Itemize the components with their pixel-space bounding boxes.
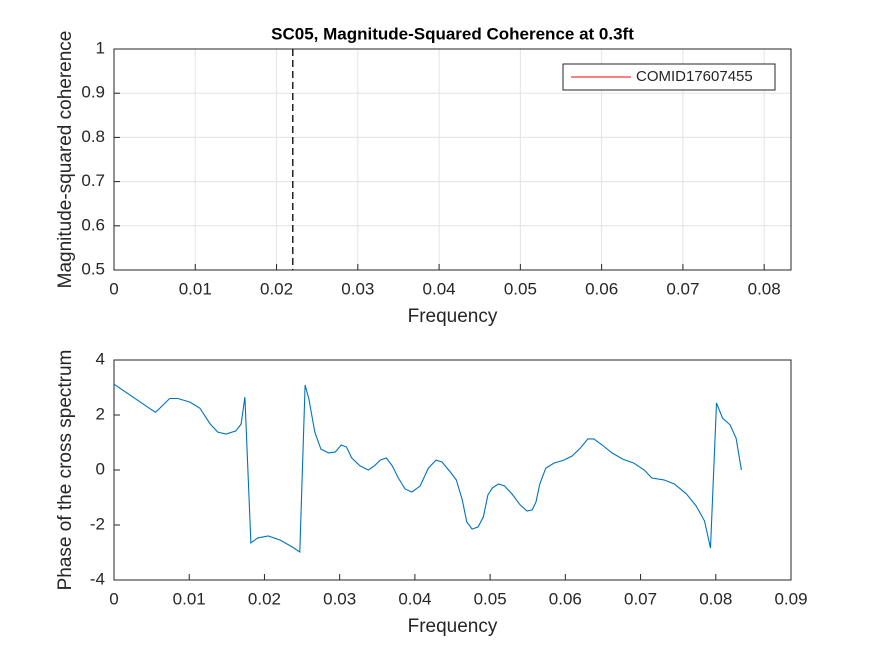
x-tick-label: 0.02 — [260, 279, 293, 298]
x-tick-label: 0 — [109, 589, 118, 608]
x-tick-label: 0.05 — [504, 279, 537, 298]
x-tick-label: 0.08 — [699, 589, 732, 608]
x-tick-label: 0.09 — [774, 589, 807, 608]
y-tick-label: 1 — [96, 38, 105, 57]
y-tick-label: 0.8 — [81, 127, 105, 146]
y-tick-label: -2 — [90, 514, 105, 533]
legend-label: COMID17607455 — [636, 68, 753, 85]
x-axis-label: Frequency — [408, 616, 498, 637]
y-axis-label: Phase of the cross spectrum — [55, 350, 76, 591]
x-tick-label: 0.06 — [585, 279, 618, 298]
x-tick-label: 0 — [109, 279, 118, 298]
y-tick-label: 4 — [96, 349, 105, 368]
y-tick-label: 2 — [96, 404, 105, 423]
x-tick-label: 0.03 — [323, 589, 356, 608]
x-tick-label: 0.04 — [398, 589, 431, 608]
x-tick-label: 0.04 — [423, 279, 456, 298]
x-tick-label: 0.03 — [341, 279, 374, 298]
y-tick-label: -4 — [90, 569, 105, 588]
x-tick-label: 0.07 — [624, 589, 657, 608]
x-tick-label: 0.06 — [549, 589, 582, 608]
plot-area — [114, 360, 791, 580]
data-line — [113, 383, 742, 554]
y-axis-label: Magnitude-squared coherence — [55, 31, 76, 289]
axes-box — [113, 359, 792, 581]
chart-title: SC05, Magnitude-Squared Coherence at 0.3… — [271, 24, 634, 43]
y-tick-label: 0.5 — [81, 259, 105, 278]
y-tick-label: 0.7 — [81, 171, 105, 190]
x-tick-label: 0.01 — [173, 589, 206, 608]
legend: COMID17607455 — [562, 63, 776, 91]
x-tick-label: 0.07 — [666, 279, 699, 298]
y-tick-label: 0.9 — [81, 83, 105, 102]
x-tick-label: 0.05 — [474, 589, 507, 608]
y-tick-label: 0.6 — [81, 215, 105, 234]
x-tick-label: 0.02 — [248, 589, 281, 608]
axes-box — [113, 48, 792, 271]
x-axis-label: Frequency — [408, 306, 498, 327]
x-tick-label: 0.01 — [179, 279, 212, 298]
y-tick-label: 0 — [96, 459, 105, 478]
x-tick-label: 0.08 — [748, 279, 781, 298]
